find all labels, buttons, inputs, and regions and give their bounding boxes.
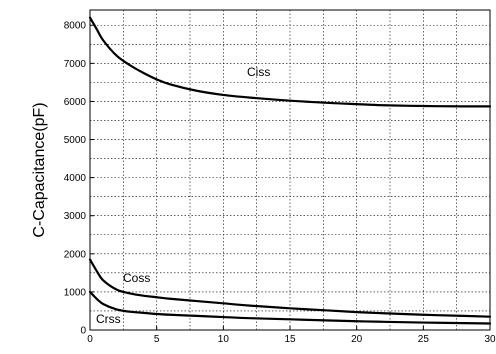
y-tick-label: 2000 — [64, 249, 87, 260]
y-tick-label: 5000 — [64, 135, 87, 146]
y-tick-label: 1000 — [64, 287, 87, 298]
x-tick-label: 0 — [87, 334, 93, 345]
y-tick-label: 0 — [80, 326, 86, 337]
ciss-series-label: Ciss — [247, 65, 270, 79]
x-tick-label: 30 — [484, 334, 496, 345]
series-line-crss — [88, 290, 492, 325]
coss-series-label: Coss — [123, 271, 150, 285]
crss-series-label: Crss — [96, 312, 121, 326]
y-tick-label: 8000 — [64, 21, 87, 32]
y-tick-label: 7000 — [64, 59, 87, 70]
tick-layer: 0 5 10 15 20 25 30 0 1000 2000 3000 4000 5000 6000 700… — [64, 21, 496, 345]
x-tick-label: 20 — [351, 334, 363, 345]
x-tick-label: 10 — [218, 334, 230, 345]
y-axis-label: C-Capacitance(pF) — [31, 102, 48, 237]
x-tick-label: 15 — [284, 334, 296, 345]
x-tick-label: 5 — [154, 334, 160, 345]
x-tick-label: 25 — [418, 334, 430, 345]
series-layer — [88, 16, 492, 325]
series-line-coss — [88, 258, 492, 318]
y-tick-label: 6000 — [64, 97, 87, 108]
y-tick-label: 4000 — [64, 173, 87, 184]
series-line-ciss — [88, 16, 492, 108]
y-tick-label: 3000 — [64, 211, 87, 222]
grid-layer — [90, 10, 490, 330]
